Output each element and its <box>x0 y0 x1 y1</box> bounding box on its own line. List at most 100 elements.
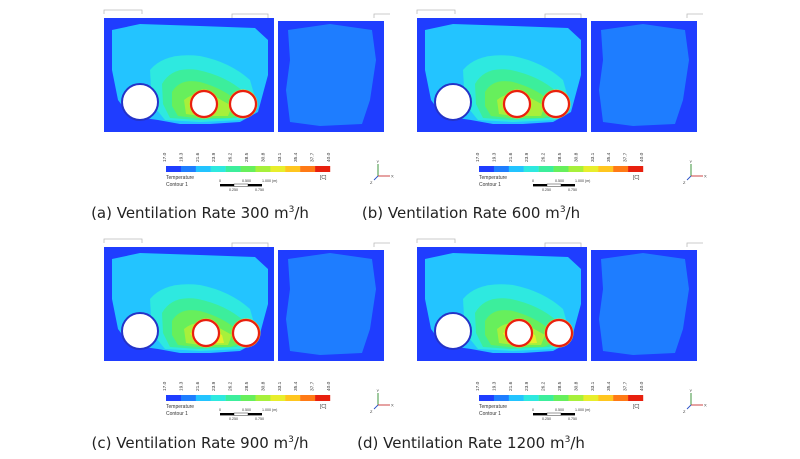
inlet-bracket <box>416 9 456 14</box>
legend-swatch <box>300 395 316 401</box>
inlet-bracket <box>103 9 143 14</box>
legend-swatch <box>598 166 614 172</box>
inlet-bracket <box>416 238 456 243</box>
heater-pipe <box>189 89 219 119</box>
legend-swatch <box>240 166 256 172</box>
legend-swatch <box>479 166 495 172</box>
contour-19 <box>599 24 689 126</box>
outlet-bracket <box>231 13 269 18</box>
legend-tick-label: 30.8 <box>260 152 266 162</box>
contour-label: Contour 1 <box>479 411 501 417</box>
axis-label-y: Y <box>690 159 693 164</box>
legend-swatch <box>568 395 584 401</box>
heater-pipe <box>504 318 534 348</box>
legend-swatch <box>210 166 226 172</box>
legend-tick-label: 37.7 <box>310 152 316 162</box>
legend-unit: [C] <box>320 175 327 181</box>
legend-swatch <box>523 166 539 172</box>
legend-swatch <box>270 395 286 401</box>
legend-tick-label: 30.8 <box>260 381 266 391</box>
contour-19 <box>286 24 376 126</box>
right-room <box>278 250 384 361</box>
panel-d: 17.0 19.3 21.6 23.9 26.2 28.5 30.8 33.1 35.4 37.7… <box>313 229 713 458</box>
duct-circle <box>434 312 472 350</box>
right-room <box>278 21 384 132</box>
scale-bar-segment <box>233 183 249 187</box>
legend-tick-label: 26.2 <box>228 381 234 391</box>
z-axis-arrow <box>686 404 692 410</box>
legend-swatch <box>538 166 554 172</box>
scale-bar-segment <box>233 412 249 416</box>
axis-label-x: X <box>704 403 707 408</box>
legend-tick-label: 26.2 <box>541 381 547 391</box>
legend-swatch <box>583 395 599 401</box>
legend-tick-label: 33.1 <box>277 381 283 391</box>
scale-label: 0.500 <box>555 179 564 183</box>
outlet-bracket <box>373 13 390 18</box>
legend-tick-label: 21.6 <box>195 381 201 391</box>
legend-tick-label: 23.9 <box>524 381 530 391</box>
heater-pipe <box>544 318 574 348</box>
legend-tick-label: 35.4 <box>606 381 612 391</box>
legend-tick-label: 35.4 <box>293 152 299 162</box>
legend-swatch <box>628 166 644 172</box>
legend-tick-label: 28.5 <box>557 381 563 391</box>
axis-label-z: Z <box>370 409 373 414</box>
outlet-bracket <box>544 242 582 247</box>
legend-swatch <box>255 166 271 172</box>
scale-label: 1.000 (m) <box>262 408 277 412</box>
legend-swatch <box>628 395 644 401</box>
legend-tick-label: 17.0 <box>162 381 168 391</box>
legend-swatch <box>240 395 256 401</box>
right-room <box>591 250 697 361</box>
legend-swatch <box>493 395 510 401</box>
legend-tick-label: 19.3 <box>178 152 184 162</box>
heater-pipe <box>231 318 261 348</box>
scale-label: 0.250 <box>542 188 551 192</box>
scale-bar-segment <box>220 184 234 187</box>
left-room <box>104 247 274 361</box>
legend-tick-label: 23.9 <box>211 381 217 391</box>
scale-label: 0.250 <box>229 188 238 192</box>
legend-swatch <box>508 395 524 401</box>
legend-unit: [C] <box>633 175 640 181</box>
legend-unit: [C] <box>633 404 640 410</box>
legend-tick-label: 40.0 <box>326 381 332 391</box>
legend-tick-label: 35.4 <box>606 152 612 162</box>
legend-swatch <box>315 166 331 172</box>
scale-label: 0.750 <box>568 188 577 192</box>
legend-swatch <box>508 166 524 172</box>
outlet-bracket <box>544 13 582 18</box>
legend-tick-label: 28.5 <box>244 381 250 391</box>
legend-tick-label: 28.5 <box>557 152 563 162</box>
legend-swatch <box>553 166 569 172</box>
legend-swatch <box>553 395 569 401</box>
scale-label: 0.750 <box>568 417 577 421</box>
caption-a: (a) Ventilation Rate 300 m3/h <box>0 204 400 222</box>
legend-tick-label: 23.9 <box>211 152 217 162</box>
legend-swatch <box>195 395 211 401</box>
legend-tick-label: 17.0 <box>162 152 168 162</box>
legend-tick-label: 28.5 <box>244 152 250 162</box>
legend-tick-label: 30.8 <box>573 381 579 391</box>
heater-pipe <box>502 89 532 119</box>
axis-label-z: Z <box>370 180 373 185</box>
scale-label: 1.000 (m) <box>575 179 590 183</box>
scale-bar-segment <box>546 412 562 416</box>
scale-bar-segment <box>220 413 234 416</box>
legend-variable: Temperature <box>166 404 194 410</box>
legend-swatch <box>166 166 182 172</box>
legend-tick-label: 37.7 <box>623 152 629 162</box>
legend-tick-label: 17.0 <box>475 381 481 391</box>
legend-tick-label: 17.0 <box>475 152 481 162</box>
legend-variable: Temperature <box>479 175 507 181</box>
duct-circle <box>121 83 159 121</box>
heater-pipe <box>191 318 221 348</box>
scale-label: 0.500 <box>242 179 251 183</box>
axis-label-z: Z <box>683 409 686 414</box>
legend-swatch <box>270 166 286 172</box>
legend-swatch <box>210 395 226 401</box>
legend-swatch <box>225 166 241 172</box>
legend-tick-label: 40.0 <box>639 152 645 162</box>
scale-label: 0.750 <box>255 188 264 192</box>
